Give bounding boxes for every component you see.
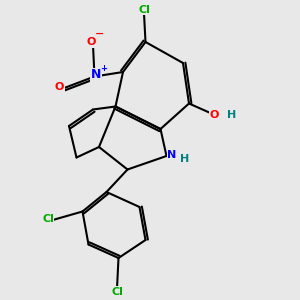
Text: H: H [180, 154, 189, 164]
Text: Cl: Cl [111, 286, 123, 297]
Text: O: O [55, 82, 64, 92]
Text: +: + [100, 64, 107, 73]
Text: H: H [227, 110, 236, 121]
Text: Cl: Cl [138, 5, 150, 15]
Text: O: O [87, 37, 96, 47]
Text: N: N [167, 149, 176, 160]
Text: Cl: Cl [42, 214, 54, 224]
Text: −: − [95, 28, 104, 39]
Text: O: O [210, 110, 219, 121]
Text: N: N [91, 68, 101, 82]
